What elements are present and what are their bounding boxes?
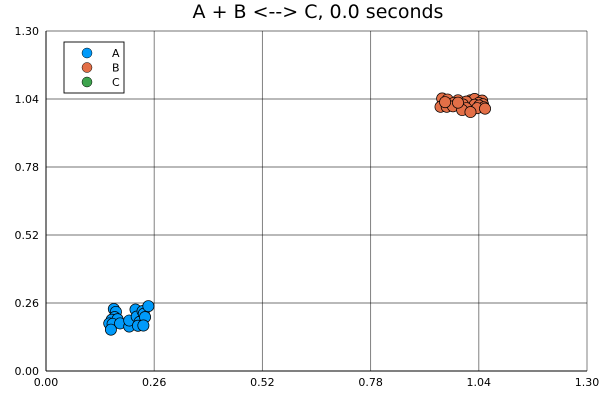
legend-label-c: C	[112, 76, 120, 89]
x-tick-label: 1.04	[467, 376, 492, 389]
series-b-point	[439, 96, 452, 109]
legend-label-b: B	[112, 62, 120, 75]
y-tick-labels: 0.00 0.26 0.52 0.78 1.04 1.30	[15, 25, 40, 378]
legend-marker-b	[81, 62, 93, 73]
series-b-point	[452, 96, 464, 109]
chart-title: A + B <--> C, 0.0 seconds	[193, 1, 444, 23]
y-tick-label: 0.00	[15, 365, 40, 378]
x-tick-label: 0.00	[34, 376, 59, 389]
y-tick-label: 0.78	[15, 161, 40, 174]
x-tick-label: 0.78	[358, 376, 383, 389]
y-tick-label: 0.26	[15, 297, 40, 310]
series-b-point	[479, 102, 491, 115]
legend-box	[63, 41, 125, 94]
series-a-point	[104, 323, 117, 336]
data-points	[103, 92, 491, 336]
y-tick-label: 1.04	[15, 93, 40, 106]
y-tick-label: 0.52	[15, 229, 40, 242]
y-tick-label: 1.30	[15, 25, 40, 38]
series-b-point	[464, 106, 477, 119]
x-tick-labels: 0.00 0.26 0.52 0.78 1.04 1.30	[34, 376, 600, 389]
legend-label-a: A	[112, 47, 120, 60]
legend-marker-c	[81, 76, 93, 88]
legend: ABC	[63, 41, 125, 94]
x-tick-label: 0.26	[142, 376, 167, 389]
legend-marker-a	[81, 47, 93, 59]
series-a-point	[142, 300, 155, 313]
x-tick-label: 1.30	[575, 376, 600, 389]
plot-frame	[45, 31, 587, 372]
x-tick-label: 0.52	[250, 376, 275, 389]
series-a-point	[137, 319, 150, 332]
